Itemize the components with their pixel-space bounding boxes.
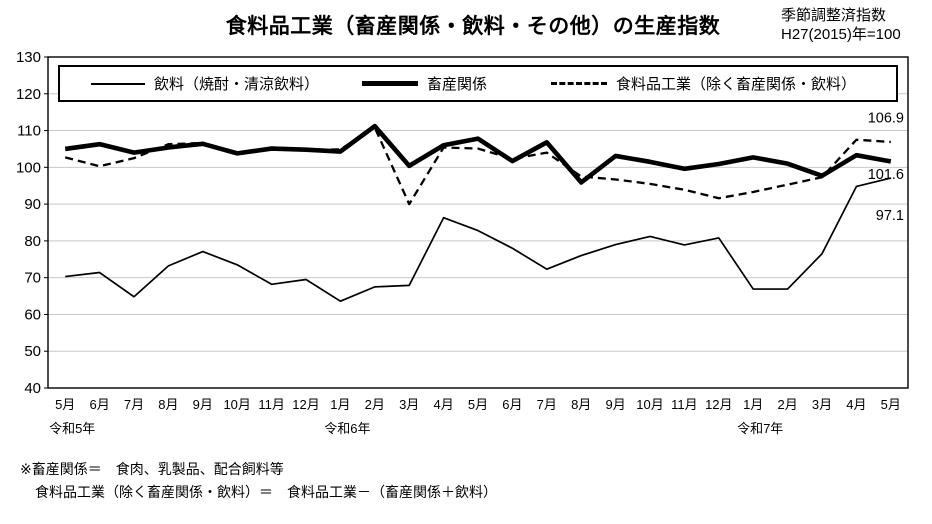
footnote: ※畜産関係＝ 食肉、乳製品、配合飼料等 食料品工業（除く畜産関係・飲料）＝ 食料… (20, 458, 497, 504)
legend-item-food-industry: 食料品工業（除く畜産関係・飲料） (551, 73, 856, 94)
plot-border (47, 56, 909, 389)
month-label: 10月 (223, 397, 250, 412)
series-line-thick-solid (64, 123, 892, 185)
legend-label-food-industry: 食料品工業（除く畜産関係・飲料） (616, 76, 857, 93)
y-tick-label: 70 (24, 270, 41, 287)
month-label: 12月 (292, 397, 319, 412)
month-label: 7月 (537, 397, 557, 412)
y-tick-label: 40 (24, 380, 41, 397)
dashed-line-icon (551, 82, 608, 85)
month-label: 1月 (743, 397, 763, 412)
legend-label-livestock: 畜産関係 (427, 76, 488, 93)
y-tick-label: 80 (24, 233, 41, 250)
month-label: 8月 (571, 397, 591, 412)
legend-label-beverage: 飲料（焼酎・清涼飲料） (154, 76, 320, 93)
y-tick-label: 50 (24, 343, 41, 360)
y-tick-label: 90 (24, 196, 41, 213)
data-label: 97.1 (876, 208, 904, 224)
index-note: 季節調整済指数 H27(2015)年=100 (781, 6, 901, 44)
data-label: 106.9 (868, 111, 904, 127)
month-label: 12月 (705, 397, 732, 412)
month-label: 4月 (846, 397, 866, 412)
month-label: 7月 (124, 397, 144, 412)
thin-solid-line-icon (91, 82, 145, 85)
month-label: 3月 (399, 397, 419, 412)
month-label: 3月 (812, 397, 832, 412)
month-label: 10月 (636, 397, 663, 412)
page-title: 食料品工業（畜産関係・飲料・その他）の生産指数 (225, 15, 721, 38)
month-label: 5月 (881, 397, 901, 412)
y-tick-label: 120 (16, 86, 41, 103)
month-label: 5月 (55, 397, 75, 412)
month-label: 9月 (605, 397, 625, 412)
series-line-thin-solid (65, 177, 892, 303)
footnote-line1: ※畜産関係＝ 食肉、乳製品、配合飼料等 (20, 461, 284, 477)
footnote-line2: 食料品工業（除く畜産関係・飲料）＝ 食料品工業－（畜産関係＋飲料） (35, 484, 497, 500)
month-label: 6月 (89, 397, 109, 412)
index-note-line2: H27(2015)年=100 (781, 26, 901, 43)
y-tick-label: 60 (24, 306, 41, 323)
month-label: 2月 (777, 397, 797, 412)
month-label: 11月 (671, 397, 698, 412)
y-tick-label: 110 (17, 123, 41, 140)
series-line-dashed (64, 126, 891, 206)
y-tick-label: 130 (16, 49, 41, 66)
thick-solid-line-icon (362, 81, 419, 86)
year-label: 令和6年 (324, 421, 370, 436)
month-label: 1月 (330, 397, 350, 412)
y-tick-label: 100 (16, 159, 41, 176)
legend-item-beverage: 飲料（焼酎・清涼飲料） (91, 73, 319, 94)
legend: 飲料（焼酎・清涼飲料） 畜産関係 食料品工業（除く畜産関係・飲料） (58, 65, 898, 102)
legend-item-livestock: 畜産関係 (362, 73, 487, 94)
data-label: 101.6 (868, 167, 904, 183)
month-label: 11月 (258, 397, 285, 412)
month-label: 5月 (468, 397, 488, 412)
index-note-line1: 季節調整済指数 (781, 7, 887, 24)
month-label: 6月 (502, 397, 522, 412)
month-label: 9月 (193, 397, 213, 412)
year-label: 令和5年 (49, 421, 95, 436)
production-index-line-chart: 40 50 60 70 80 90 100 110 120 130 5月 6月 7月 8月 9月 10月 11月… (16, 49, 909, 436)
month-label: 8月 (158, 397, 178, 412)
month-label: 2月 (365, 397, 385, 412)
year-label: 令和7年 (737, 421, 783, 436)
month-label: 4月 (433, 397, 453, 412)
